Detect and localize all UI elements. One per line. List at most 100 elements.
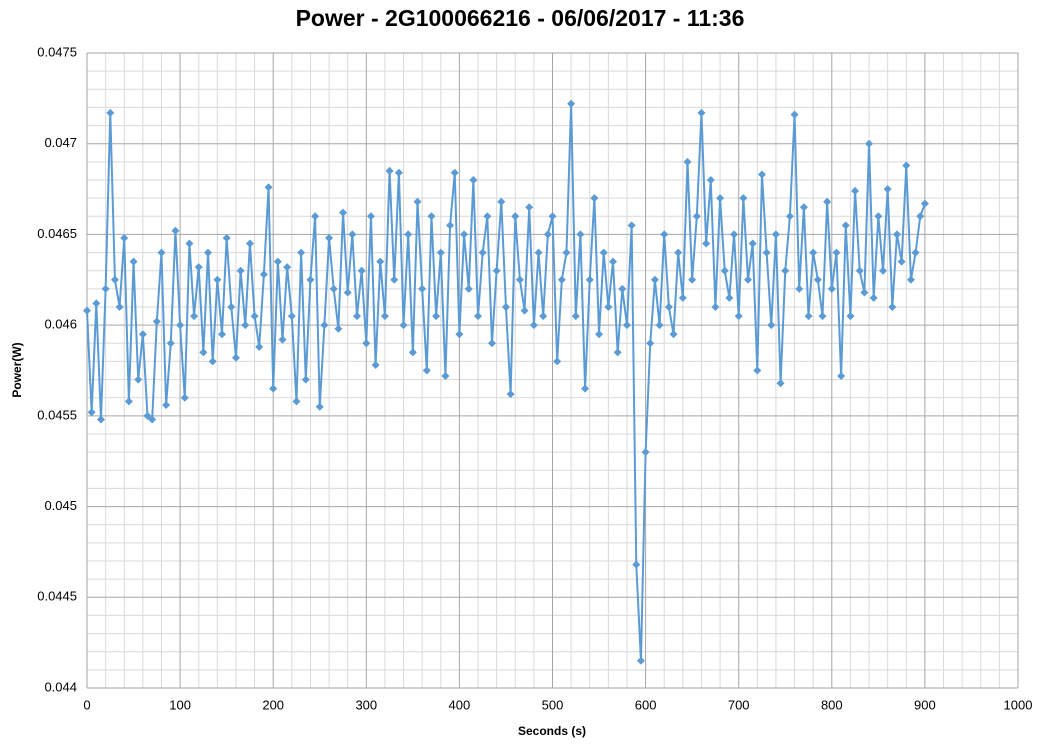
data-point bbox=[865, 139, 874, 148]
data-point bbox=[674, 248, 683, 257]
data-point bbox=[208, 357, 217, 366]
data-point bbox=[339, 208, 348, 217]
data-point bbox=[711, 303, 720, 311]
data-point bbox=[548, 212, 557, 221]
data-point bbox=[683, 157, 692, 166]
data-point bbox=[366, 212, 375, 221]
data-point bbox=[460, 230, 469, 239]
data-point bbox=[646, 339, 655, 348]
data-point bbox=[595, 330, 604, 339]
data-point bbox=[804, 312, 813, 321]
data-point bbox=[362, 339, 371, 348]
data-point bbox=[92, 299, 101, 308]
data-point bbox=[236, 266, 245, 275]
data-point bbox=[785, 212, 794, 221]
y-tick-label: 0.0475 bbox=[37, 44, 77, 59]
data-point bbox=[83, 306, 91, 315]
data-point bbox=[860, 288, 869, 297]
data-point bbox=[357, 266, 366, 275]
data-point bbox=[87, 408, 96, 417]
data-point bbox=[622, 321, 631, 330]
data-point bbox=[446, 221, 455, 230]
data-point bbox=[204, 248, 213, 257]
data-point bbox=[846, 312, 855, 321]
data-point bbox=[148, 415, 157, 424]
data-point bbox=[129, 257, 138, 266]
data-point bbox=[190, 312, 199, 321]
data-point bbox=[385, 166, 394, 175]
x-tick-label: 300 bbox=[355, 697, 377, 712]
data-point bbox=[757, 170, 766, 179]
data-point bbox=[906, 275, 915, 284]
data-point bbox=[138, 330, 147, 339]
y-tick-label: 0.046 bbox=[44, 317, 77, 332]
data-point bbox=[753, 366, 762, 375]
x-tick-label: 0 bbox=[83, 697, 90, 712]
data-point bbox=[217, 330, 226, 339]
data-point bbox=[227, 303, 236, 311]
data-point bbox=[506, 390, 515, 399]
data-point bbox=[706, 176, 715, 184]
data-point bbox=[790, 110, 799, 119]
data-point bbox=[553, 357, 562, 366]
data-point bbox=[576, 230, 585, 239]
data-point bbox=[404, 230, 413, 239]
y-tick-label: 0.0465 bbox=[37, 226, 77, 241]
data-point bbox=[278, 335, 287, 344]
data-point bbox=[352, 312, 361, 321]
data-point bbox=[660, 230, 669, 239]
data-point bbox=[813, 275, 822, 284]
data-point bbox=[762, 248, 771, 257]
data-point bbox=[664, 303, 673, 311]
data-point bbox=[464, 284, 473, 293]
data-point bbox=[320, 321, 329, 330]
data-point bbox=[795, 284, 804, 293]
data-point bbox=[818, 312, 827, 321]
data-point bbox=[487, 339, 496, 348]
data-point bbox=[106, 108, 115, 117]
data-point bbox=[157, 248, 166, 257]
data-point bbox=[301, 375, 310, 384]
data-point bbox=[329, 284, 338, 293]
data-point bbox=[636, 656, 645, 665]
data-point bbox=[427, 212, 436, 221]
data-point bbox=[702, 239, 711, 248]
data-point bbox=[515, 275, 524, 284]
data-point bbox=[110, 275, 119, 284]
data-point bbox=[613, 348, 622, 357]
data-point bbox=[413, 197, 422, 206]
data-point bbox=[734, 312, 743, 321]
data-point bbox=[306, 275, 315, 284]
data-point bbox=[273, 257, 282, 266]
data-point bbox=[883, 185, 892, 194]
x-tick-label: 200 bbox=[262, 697, 284, 712]
data-point bbox=[692, 212, 701, 221]
data-point bbox=[325, 234, 334, 243]
data-point bbox=[562, 248, 571, 257]
data-point bbox=[543, 230, 552, 239]
data-point bbox=[96, 415, 105, 424]
data-point bbox=[315, 402, 324, 411]
data-point bbox=[609, 257, 618, 266]
data-point bbox=[115, 303, 124, 311]
x-axis-label: Seconds (s) bbox=[518, 724, 586, 738]
data-point bbox=[287, 312, 296, 321]
data-point bbox=[655, 321, 664, 330]
data-point bbox=[292, 397, 301, 406]
data-point bbox=[641, 448, 650, 457]
data-point bbox=[380, 312, 389, 321]
data-point bbox=[399, 321, 408, 330]
data-point bbox=[571, 312, 580, 321]
data-point bbox=[394, 168, 403, 177]
data-point bbox=[348, 230, 357, 239]
data-point bbox=[823, 197, 832, 206]
x-tick-label: 400 bbox=[449, 697, 471, 712]
data-point bbox=[478, 248, 487, 257]
data-point bbox=[255, 342, 264, 351]
data-point bbox=[837, 371, 846, 380]
y-axis-label: Power(W) bbox=[10, 342, 24, 397]
data-point bbox=[176, 321, 185, 330]
data-point bbox=[557, 275, 566, 284]
data-point bbox=[841, 221, 850, 230]
